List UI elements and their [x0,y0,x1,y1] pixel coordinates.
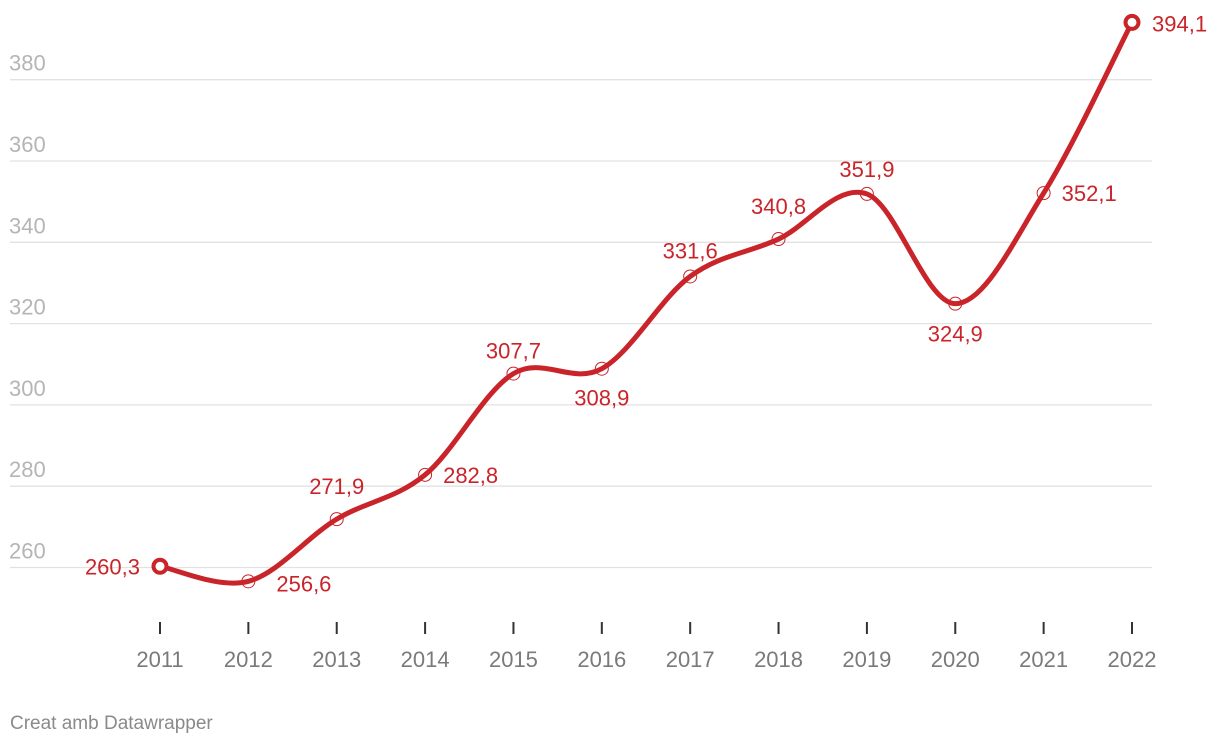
x-axis: 2011 2012 2013 2014 2015 2016 2017 2018 2019 2020… [136,622,1156,672]
data-point [329,512,344,527]
data-point [594,361,609,376]
y-tick-label: 380 [9,51,46,76]
grid-lines [10,79,1152,569]
data-label: 351,9 [839,157,894,182]
data-point [506,366,521,381]
x-tick-label: 2013 [312,647,361,672]
data-label: 324,9 [928,322,983,347]
x-tick-label: 2019 [842,647,891,672]
y-axis-ticks: 260 280 300 320 340 360 380 [9,51,46,564]
data-label: 340,8 [751,194,806,219]
y-tick-label: 280 [9,457,46,482]
data-label: 308,9 [574,386,629,411]
data-label: 256,6 [276,571,331,596]
data-point [241,574,256,589]
x-tick-label: 2021 [1019,647,1068,672]
y-tick-label: 260 [9,539,46,564]
x-tick-label: 2017 [666,647,715,672]
x-tick-label: 2014 [401,647,450,672]
data-point [683,269,698,284]
y-tick-label: 300 [9,376,46,401]
x-tick-label: 2011 [136,647,183,672]
data-point [1036,186,1051,201]
x-tick-label: 2020 [931,647,980,672]
series-line [157,19,1135,586]
x-tick-label: 2022 [1108,647,1157,672]
data-label: 282,8 [443,463,498,488]
data-points [151,13,1141,589]
x-tick-label: 2015 [489,647,538,672]
data-point [771,232,786,247]
data-point [418,467,433,482]
data-point [1123,13,1141,31]
data-label: 260,3 [85,554,140,579]
data-label: 307,7 [486,339,541,364]
credit-text: Creat amb Datawrapper [10,713,213,734]
data-point [948,296,963,311]
data-labels: 260,3 256,6 271,9 282,8 307,7 308,9 331,6 340,8… [85,11,1207,596]
data-label: 352,1 [1062,181,1117,206]
x-tick-label: 2016 [577,647,626,672]
y-tick-label: 340 [9,213,46,238]
data-point [859,186,874,201]
y-tick-label: 360 [9,132,46,157]
data-label: 331,6 [663,238,718,263]
x-tick-label: 2018 [754,647,803,672]
y-tick-label: 320 [9,295,46,320]
data-point [151,557,169,575]
x-tick-label: 2012 [224,647,273,672]
data-label: 394,1 [1152,11,1207,36]
data-label: 271,9 [309,474,364,499]
